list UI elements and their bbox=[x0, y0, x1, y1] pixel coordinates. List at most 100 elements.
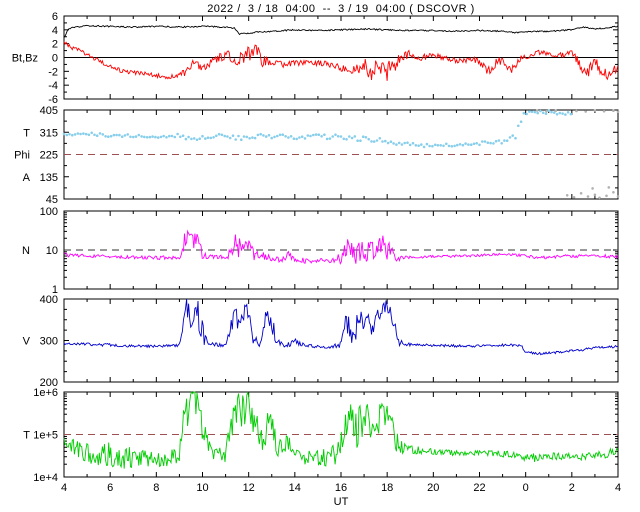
x-tick-label: 2 bbox=[569, 482, 575, 494]
data-point bbox=[93, 133, 96, 137]
data-point bbox=[170, 134, 174, 138]
data-point bbox=[481, 140, 484, 143]
data-point bbox=[359, 139, 362, 142]
data-point bbox=[367, 137, 371, 141]
x-tick-label: 10 bbox=[196, 482, 208, 494]
data-point bbox=[132, 135, 135, 139]
data-point bbox=[439, 144, 443, 147]
data-point bbox=[525, 112, 528, 116]
data-point bbox=[312, 133, 315, 137]
data-point-flagged bbox=[598, 196, 601, 200]
data-point bbox=[112, 133, 116, 137]
data-point bbox=[204, 137, 207, 140]
data-point bbox=[215, 134, 218, 138]
data-point bbox=[320, 135, 323, 138]
data-point bbox=[231, 134, 235, 137]
data-point bbox=[192, 137, 196, 140]
data-point-flagged bbox=[575, 109, 578, 113]
data-point bbox=[461, 143, 465, 147]
data-point bbox=[431, 144, 434, 148]
data-point bbox=[389, 140, 393, 143]
data-point bbox=[350, 136, 354, 140]
data-point bbox=[270, 136, 274, 140]
data-point bbox=[306, 134, 310, 137]
x-tick-label: 0 bbox=[523, 482, 529, 494]
data-point-flagged bbox=[545, 109, 548, 113]
data-point bbox=[339, 135, 343, 138]
data-point bbox=[522, 111, 526, 115]
data-point bbox=[134, 135, 138, 138]
data-point bbox=[447, 144, 451, 148]
data-point bbox=[120, 135, 124, 138]
y-tick-label: 300 bbox=[40, 336, 58, 348]
data-point-flagged bbox=[584, 110, 587, 113]
x-tick-label: 12 bbox=[243, 482, 255, 494]
series-T bbox=[63, 391, 618, 469]
data-point bbox=[79, 132, 82, 136]
x-tick-label: 6 bbox=[107, 482, 113, 494]
data-point bbox=[71, 133, 74, 137]
data-point-flagged bbox=[593, 109, 597, 112]
data-point bbox=[547, 109, 551, 112]
data-point bbox=[90, 131, 93, 135]
data-point bbox=[530, 110, 534, 113]
data-point bbox=[414, 144, 418, 147]
data-point bbox=[184, 137, 188, 141]
panel-ylabel: V bbox=[23, 336, 31, 348]
data-point-flagged bbox=[605, 194, 608, 198]
data-point bbox=[256, 133, 260, 137]
data-point bbox=[87, 133, 91, 137]
data-point bbox=[298, 136, 301, 139]
data-point bbox=[323, 133, 326, 136]
y-tick-label: 0 bbox=[52, 53, 58, 65]
x-axis-label: UT bbox=[333, 496, 349, 508]
data-point bbox=[179, 135, 182, 139]
data-point bbox=[118, 133, 121, 137]
data-point bbox=[497, 139, 501, 142]
panel-ylabel: T bbox=[23, 430, 30, 442]
data-point bbox=[289, 135, 293, 138]
data-point bbox=[137, 133, 141, 137]
data-point bbox=[292, 137, 296, 140]
data-point-flagged bbox=[612, 191, 615, 194]
data-point bbox=[145, 136, 149, 139]
data-point bbox=[65, 133, 69, 137]
data-point bbox=[566, 111, 570, 114]
data-point bbox=[148, 135, 152, 139]
data-point bbox=[492, 142, 495, 145]
data-point bbox=[334, 133, 337, 136]
data-point bbox=[406, 141, 409, 144]
y-tick-label: 1e+5 bbox=[33, 430, 58, 442]
x-tick-label: 16 bbox=[335, 482, 347, 494]
data-point bbox=[331, 135, 335, 138]
y-tick-label: 45 bbox=[46, 194, 58, 206]
data-point bbox=[395, 143, 398, 146]
data-point bbox=[489, 141, 492, 145]
data-point bbox=[309, 134, 312, 138]
y-tick-label: 405 bbox=[40, 105, 58, 117]
data-point bbox=[129, 135, 132, 139]
data-point bbox=[475, 142, 479, 145]
data-point bbox=[73, 133, 77, 136]
plot-title: 2022 / 3 / 18 04:00 -- 3 / 19 04:00 ( DS… bbox=[207, 3, 475, 15]
data-point bbox=[348, 135, 351, 138]
data-point-flagged bbox=[535, 109, 539, 112]
data-point-flagged bbox=[616, 195, 620, 198]
panel-frame bbox=[63, 298, 619, 383]
y-tick-label: -6 bbox=[48, 94, 58, 106]
data-point bbox=[156, 136, 160, 139]
y-tick-label: -4 bbox=[48, 80, 58, 92]
data-point bbox=[528, 110, 531, 113]
data-point bbox=[284, 135, 287, 138]
data-point bbox=[190, 137, 193, 141]
data-point bbox=[226, 135, 229, 138]
data-point bbox=[503, 139, 506, 142]
data-point bbox=[381, 140, 384, 143]
data-point-flagged bbox=[591, 187, 594, 190]
data-point bbox=[107, 135, 110, 138]
data-point bbox=[104, 135, 107, 138]
series-Bz bbox=[63, 41, 619, 81]
data-point bbox=[370, 140, 373, 143]
data-point bbox=[325, 137, 329, 141]
data-point bbox=[539, 109, 542, 113]
